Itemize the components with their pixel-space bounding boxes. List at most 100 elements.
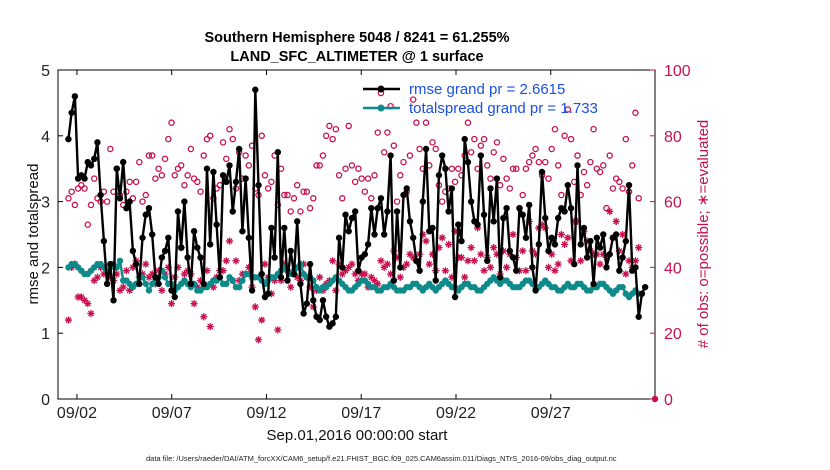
obs-evaluated-point xyxy=(425,260,433,268)
rmse-point xyxy=(487,185,494,192)
rmse-point xyxy=(368,204,375,212)
rmse-point xyxy=(509,254,517,261)
obs-possible-point xyxy=(358,175,365,182)
obs-possible-point xyxy=(406,152,414,159)
obs-evaluated-point xyxy=(148,270,156,278)
rmse-point xyxy=(525,201,533,209)
obs-possible-point xyxy=(558,191,565,199)
x-tick-label: 09/12 xyxy=(246,405,286,422)
rmse-point xyxy=(542,214,549,222)
obs-evaluated-point xyxy=(232,257,240,265)
obs-evaluated-point xyxy=(161,270,169,278)
obs-evaluated-point xyxy=(138,270,147,278)
y-tick-label: 0 xyxy=(41,392,50,409)
obs-possible-point xyxy=(629,162,636,169)
obs-possible-point xyxy=(319,152,327,159)
totalspread-point xyxy=(223,280,230,288)
obs-evaluated-point xyxy=(219,267,227,275)
obs-possible-point xyxy=(600,162,607,169)
obs-possible-point xyxy=(500,155,507,163)
obs-evaluated-point xyxy=(341,267,350,275)
obs-possible-point xyxy=(342,165,349,172)
obs-evaluated-point xyxy=(519,247,527,255)
obs-possible-point xyxy=(332,125,340,133)
obs-possible-point xyxy=(506,185,514,192)
rmse-point xyxy=(87,162,95,169)
rmse-point xyxy=(403,185,410,192)
obs-evaluated-point xyxy=(477,250,485,258)
obs-possible-point xyxy=(480,135,488,143)
obs-evaluated-point xyxy=(467,244,475,252)
rmse-point xyxy=(145,204,153,212)
rmse-point xyxy=(68,109,75,116)
obs-possible-point xyxy=(181,181,188,189)
obs-evaluated-point xyxy=(445,240,453,248)
obs-evaluated-point xyxy=(93,273,102,281)
rmse-point xyxy=(187,280,195,288)
obs-evaluated-point xyxy=(277,276,285,285)
obs-possible-point xyxy=(245,162,253,169)
obs-evaluated-point xyxy=(287,283,295,291)
rmse-point xyxy=(445,208,452,215)
rmse-point xyxy=(503,204,510,212)
obs-evaluated-point xyxy=(190,299,198,308)
obs-possible-point xyxy=(148,152,156,159)
obs-evaluated-point xyxy=(577,257,585,265)
rmse-point xyxy=(393,208,401,215)
obs-possible-point xyxy=(416,145,423,153)
obs-evaluated-point xyxy=(80,296,89,304)
rmse-point xyxy=(600,231,607,238)
rmse-point xyxy=(390,277,398,284)
rmse-point xyxy=(332,313,340,320)
rmse-point xyxy=(496,274,504,281)
obs-evaluated-point xyxy=(377,257,385,265)
obs-possible-point xyxy=(316,162,323,169)
rmse-point xyxy=(284,277,291,284)
rmse-point xyxy=(590,280,597,288)
rmse-point xyxy=(461,135,468,143)
rmse-point xyxy=(290,270,298,278)
obs-possible-point xyxy=(590,125,597,133)
obs-evaluated-point xyxy=(567,257,575,265)
obs-possible-point xyxy=(90,175,98,182)
obs-possible-point xyxy=(619,185,626,192)
obs-possible-point xyxy=(219,139,227,146)
obs-evaluated-point xyxy=(129,263,137,271)
y-axis-right-label: # of obs: o=possible; ∗=evaluated xyxy=(695,120,712,349)
rmse-point xyxy=(438,152,446,159)
rmse-point xyxy=(413,257,420,265)
obs-possible-point xyxy=(535,158,543,166)
obs-possible-point xyxy=(409,96,417,103)
x-axis-label: Sep.01,2016 00:00:00 start xyxy=(267,427,449,444)
rmse-point xyxy=(529,264,536,271)
rmse-point xyxy=(506,247,514,255)
obs-evaluated-point xyxy=(206,323,214,331)
legend-rmse-label: rmse grand pr = 2.6615 xyxy=(409,81,565,98)
totalspread-point xyxy=(161,274,169,281)
obs-possible-point xyxy=(561,132,568,140)
obs-possible-point xyxy=(348,162,356,169)
rmse-point xyxy=(345,228,352,235)
obs-evaluated-point xyxy=(258,316,266,324)
obs-possible-point xyxy=(455,165,462,172)
obs-evaluated-point xyxy=(506,250,514,258)
rmse-point xyxy=(464,158,472,166)
obs-possible-point xyxy=(364,175,372,182)
rmse-point xyxy=(194,244,201,251)
rmse-point xyxy=(606,251,613,258)
obs-evaluated-point xyxy=(329,257,337,265)
rmse-point xyxy=(129,247,137,255)
rmse-point xyxy=(271,254,278,261)
y-right-tick-label: 20 xyxy=(664,326,682,343)
rmse-point xyxy=(567,204,575,212)
rmse-point xyxy=(593,234,601,241)
obs-possible-point xyxy=(132,178,140,186)
rmse-point xyxy=(71,93,79,100)
obs-evaluated-point xyxy=(538,221,546,229)
rmse-point xyxy=(242,175,249,182)
rmse-point xyxy=(587,237,594,245)
obs-possible-point xyxy=(632,109,639,117)
rmse-point xyxy=(213,221,220,228)
rmse-point xyxy=(387,152,394,159)
